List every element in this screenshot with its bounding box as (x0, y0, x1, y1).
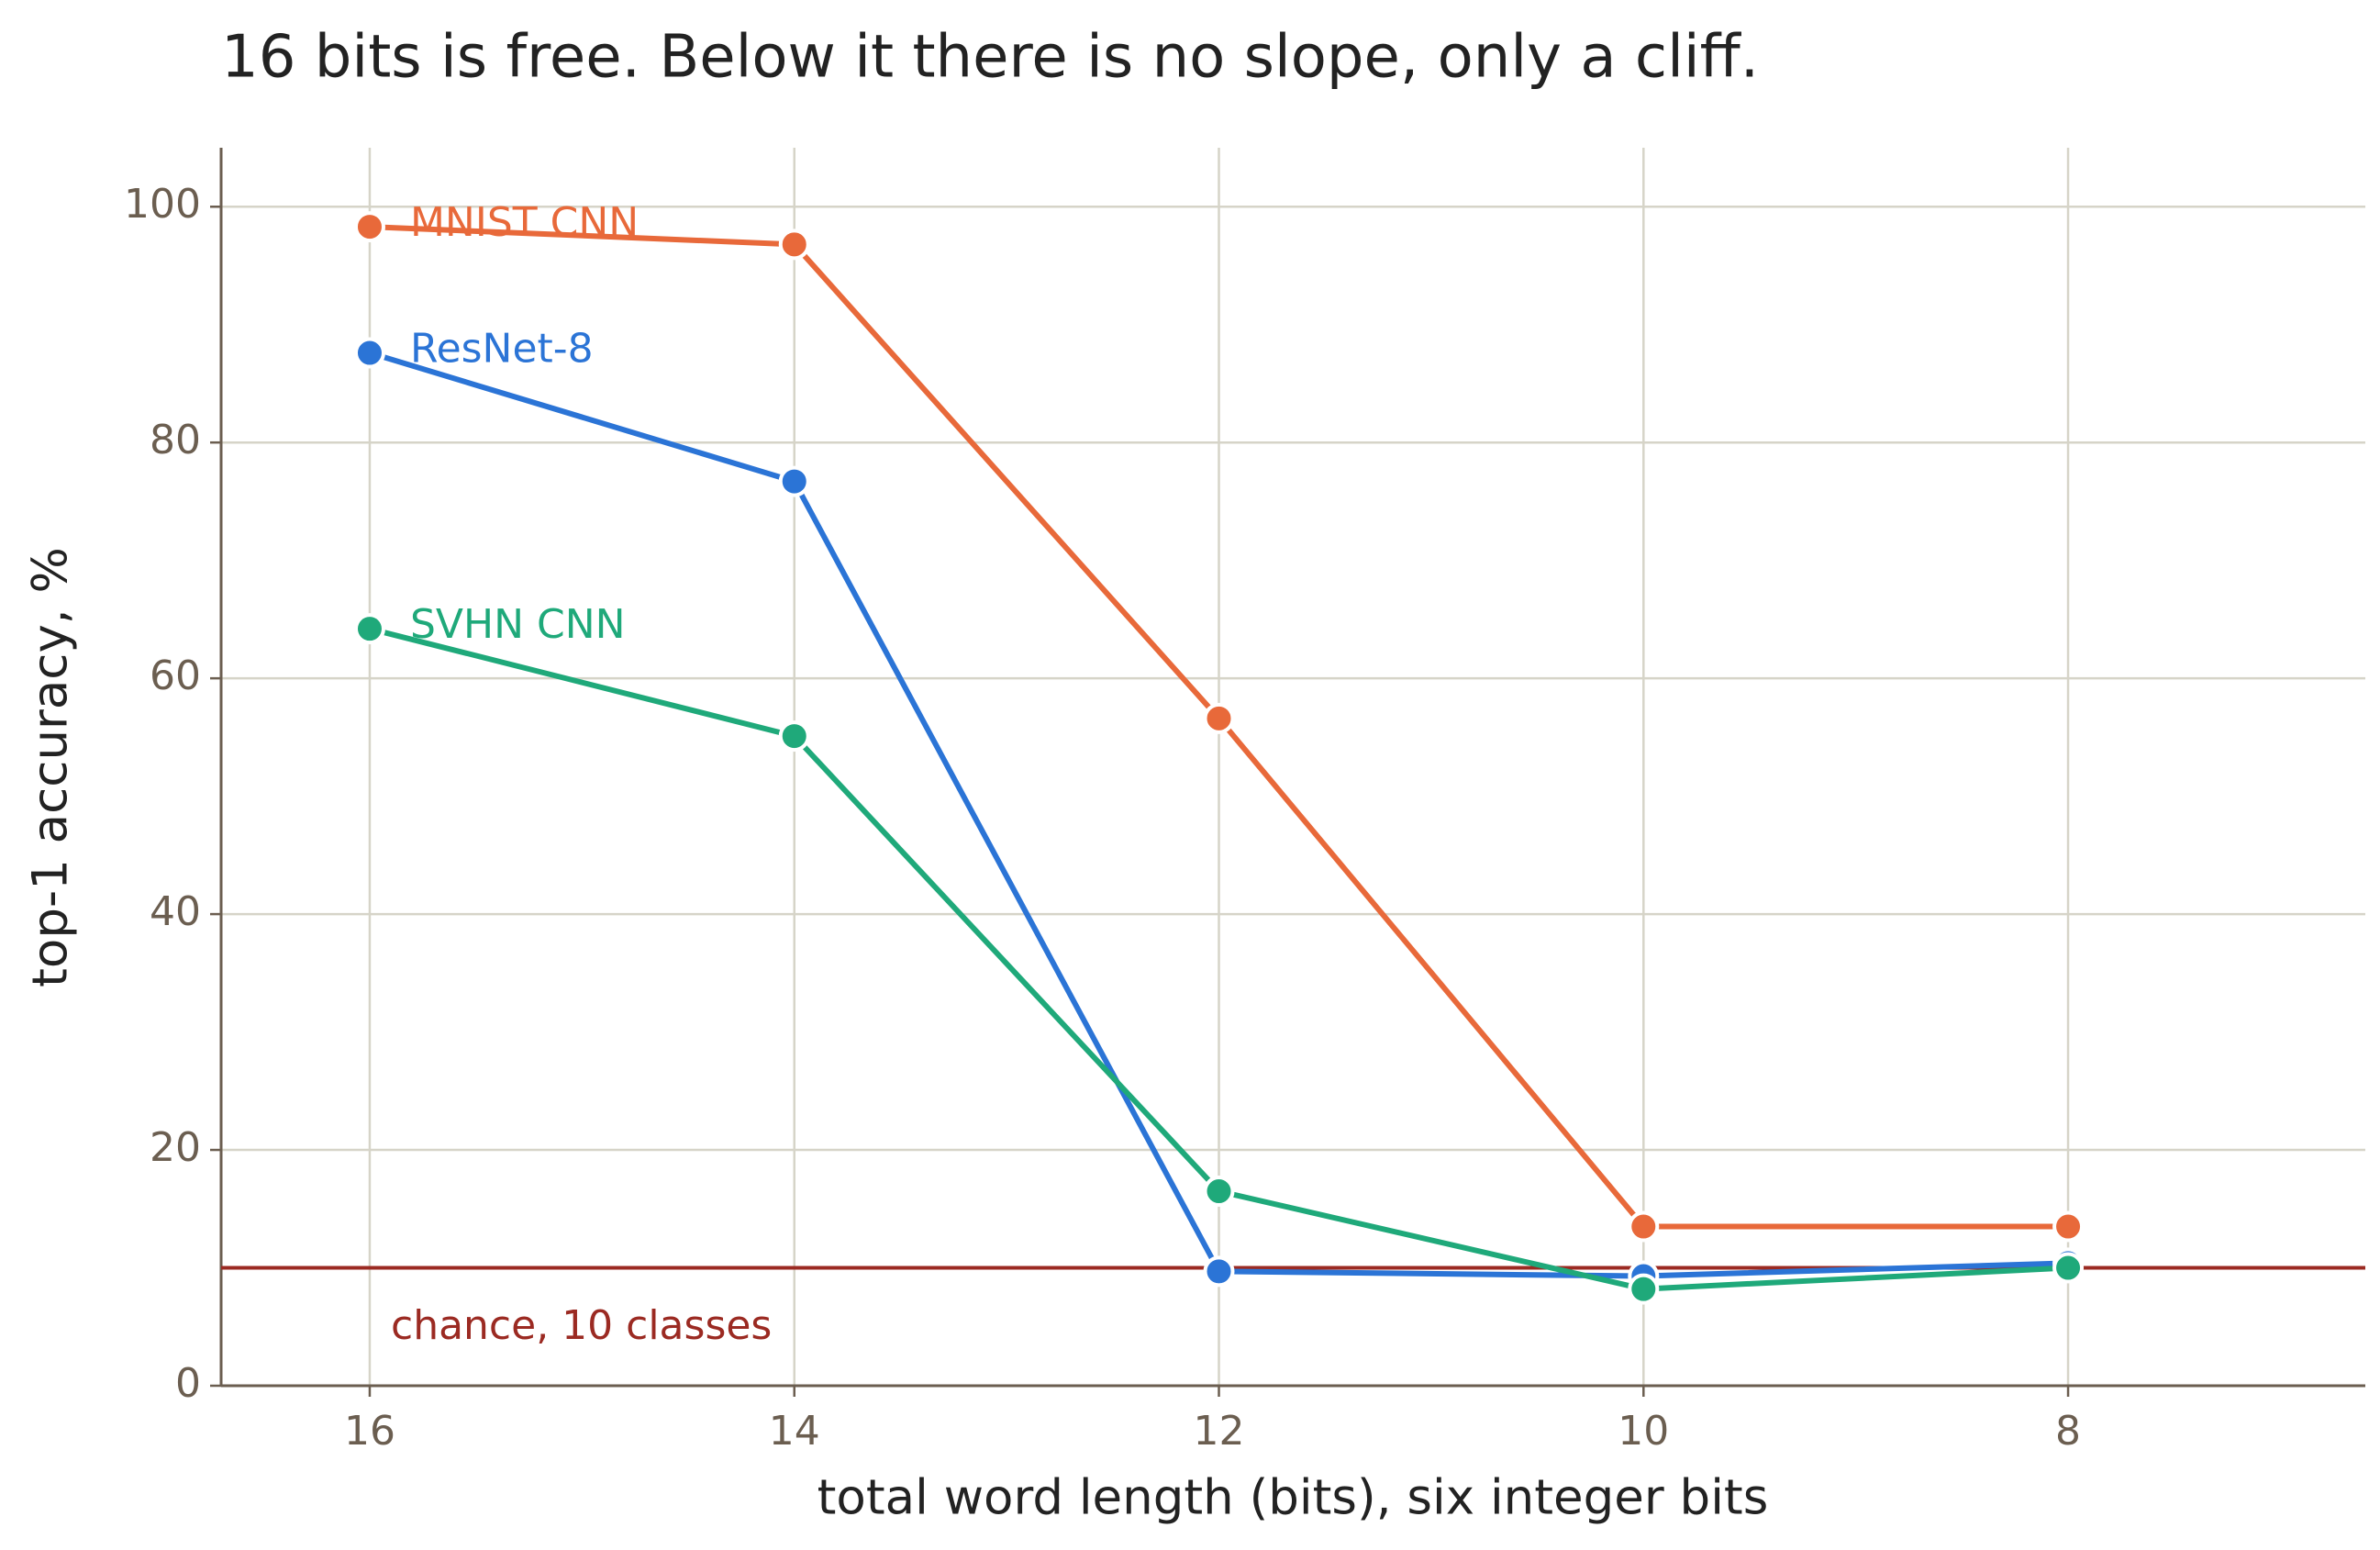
data-point (778, 465, 810, 497)
data-point (1203, 1255, 1235, 1288)
series-label: SVHN CNN (410, 601, 626, 648)
y-axis-label: top-1 accuracy, % (23, 547, 79, 987)
y-tick-label: 60 (150, 652, 201, 699)
y-tick-label: 40 (150, 888, 201, 935)
x-tick-label: 14 (769, 1408, 820, 1455)
data-point (2052, 1210, 2085, 1243)
y-tick-label: 0 (175, 1360, 201, 1407)
data-point (1203, 702, 1235, 734)
data-point (778, 720, 810, 753)
data-point (2052, 1252, 2085, 1284)
data-point (353, 613, 385, 645)
chance-label: chance, 10 classes (391, 1302, 772, 1349)
series-label: ResNet-8 (410, 326, 594, 373)
series-label: MNIST CNN (410, 199, 639, 246)
chart-title: 16 bits is free. Below it there is no sl… (221, 24, 1759, 92)
x-tick-label: 8 (2055, 1408, 2081, 1455)
data-point (1203, 1176, 1235, 1208)
y-tick-label: 20 (150, 1124, 201, 1171)
x-axis-label: total word length (bits), six integer bi… (817, 1470, 1769, 1526)
x-tick-label: 12 (1194, 1408, 1245, 1455)
x-tick-label: 16 (344, 1408, 395, 1455)
y-tick-label: 80 (150, 417, 201, 463)
data-point (1628, 1273, 1660, 1305)
data-point (1628, 1210, 1660, 1243)
y-tick-label: 100 (124, 181, 201, 228)
data-point (353, 337, 385, 369)
data-point (353, 211, 385, 243)
x-tick-label: 10 (1618, 1408, 1669, 1455)
data-point (778, 229, 810, 261)
